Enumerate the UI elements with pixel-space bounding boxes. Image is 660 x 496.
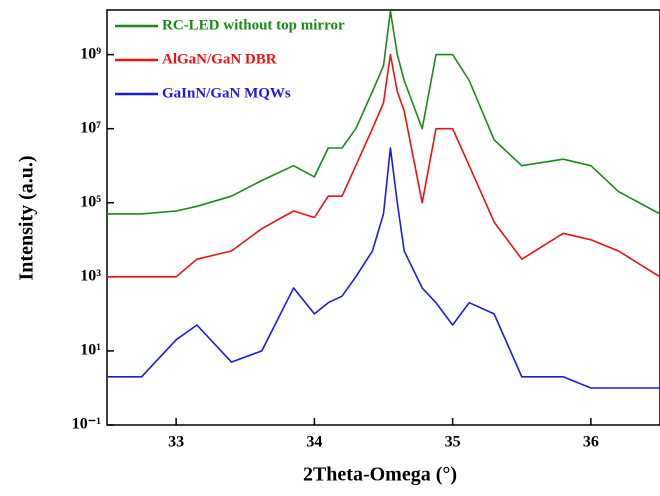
x-tick-label: 35 (445, 434, 461, 451)
x-tick-label: 34 (306, 434, 322, 451)
series-line (107, 10, 660, 215)
legend-label: RC-LED without top mirror (162, 17, 345, 33)
x-tick-label: 33 (168, 434, 184, 451)
y-tick-label: 10¹ (80, 342, 101, 359)
x-tick-label: 36 (583, 434, 599, 451)
y-tick-label: 10⁷ (80, 119, 101, 136)
y-tick-label: 10⁻¹ (72, 416, 101, 433)
series-line (107, 53, 660, 278)
y-tick-label: 10⁵ (80, 193, 101, 210)
y-axis-label: Intensity (a.u.) (16, 155, 38, 280)
plot-frame (106, 9, 660, 426)
legend-label: GaInN/GaN MQWs (162, 85, 291, 101)
y-tick-label: 10⁹ (80, 45, 101, 62)
series-line (107, 147, 660, 389)
x-axis-label: 2Theta-Omega (°) (303, 464, 457, 486)
legend-label: AlGaN/GaN DBR (162, 51, 277, 67)
y-tick-label: 10³ (80, 268, 101, 285)
